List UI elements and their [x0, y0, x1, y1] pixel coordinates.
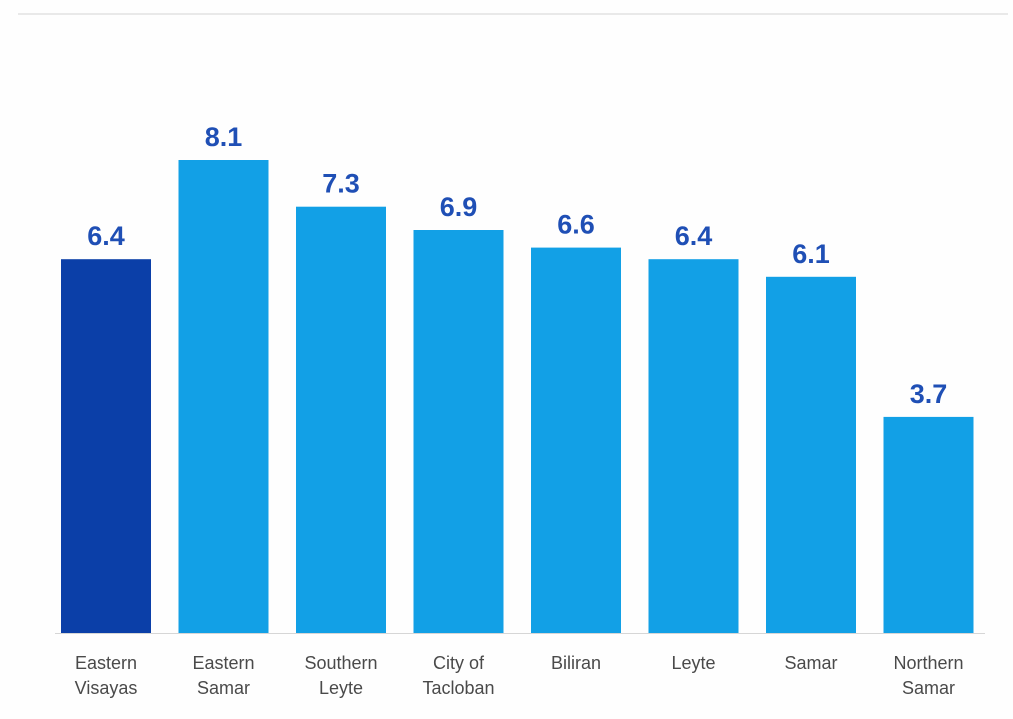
value-label: 3.7	[910, 379, 948, 409]
bar-eastern-samar	[178, 160, 269, 633]
category-tick-line: Leyte	[319, 678, 363, 698]
bar-eastern-visayas	[61, 259, 151, 633]
category-tick-line: Samar	[784, 653, 837, 673]
value-label: 6.9	[440, 192, 478, 222]
category-tick-label: Northern Samar	[893, 653, 963, 698]
bar-samar	[766, 276, 856, 633]
category-tick-line: Eastern	[75, 653, 137, 673]
category-tick-line: Visayas	[75, 678, 138, 698]
bar-city-of-tacloban	[413, 230, 504, 633]
category-tick-line: City of	[433, 653, 485, 673]
value-label: 6.6	[557, 210, 595, 240]
category-tick-label: Biliran	[551, 653, 601, 673]
category-tick-label: Samar	[784, 653, 837, 673]
category-tick-line: Samar	[902, 678, 955, 698]
bars-group	[55, 160, 985, 634]
category-tick-line: Southern	[304, 653, 377, 673]
category-tick-line: Leyte	[671, 653, 715, 673]
category-tick-label: Eastern Samar	[192, 653, 254, 698]
value-label: 8.1	[205, 122, 243, 152]
category-tick-line: Eastern	[192, 653, 254, 673]
category-tick-line: Biliran	[551, 653, 601, 673]
top-divider	[18, 13, 1008, 15]
value-label: 7.3	[322, 169, 360, 199]
category-tick-line: Northern	[893, 653, 963, 673]
category-tick-line: Tacloban	[422, 678, 494, 698]
category-tick-label: Southern Leyte	[304, 653, 377, 698]
bar-southern-leyte	[296, 206, 386, 633]
value-label: 6.1	[792, 239, 830, 269]
category-tick-line: Samar	[197, 678, 250, 698]
value-label: 6.4	[87, 221, 125, 251]
bar-biliran	[531, 247, 621, 633]
category-tick-label: City of Tacloban	[422, 653, 494, 698]
bar-northern-samar	[883, 416, 974, 633]
category-tick-label: Eastern Visayas	[75, 653, 138, 698]
value-label: 6.4	[675, 221, 713, 251]
category-tick-label: Leyte	[671, 653, 715, 673]
bar-leyte	[648, 259, 739, 633]
value-labels-group: 6.4 8.1 7.3 6.9 6.6 6.4 6.1 3.7	[87, 122, 947, 409]
category-labels-group: Eastern Visayas Eastern Samar Southern Leyte C…	[75, 653, 964, 698]
